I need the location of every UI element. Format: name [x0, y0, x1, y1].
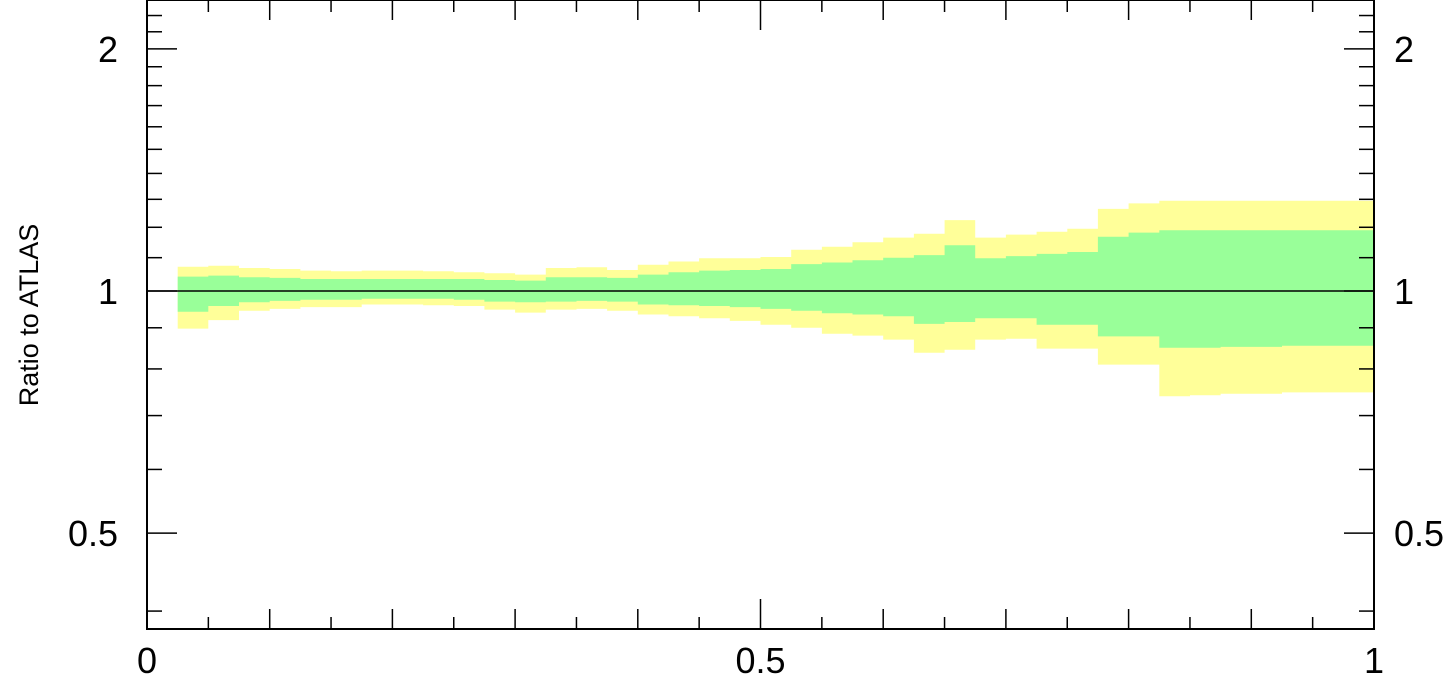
x-tick-label: 0	[137, 640, 157, 681]
y-tick-label-left: 2	[98, 29, 118, 70]
y-tick-label-right: 2	[1394, 29, 1414, 70]
y-tick-label-right: 0.5	[1394, 513, 1444, 554]
band-1	[177, 230, 1375, 348]
x-tick-label: 1	[1364, 640, 1384, 681]
uncertainty-bands	[177, 200, 1375, 397]
y-tick-label-right: 1	[1394, 271, 1414, 312]
y-tick-label-left: 0.5	[68, 513, 118, 554]
tick-labels: 0 0.5 1 0.5 1 2 1 2 0.5	[68, 29, 1444, 681]
axis-ticks	[146, 0, 1375, 629]
x-tick-label: 0.5	[735, 640, 785, 681]
y-axis-title: Ratio to ATLAS	[14, 224, 44, 407]
y-tick-label-left: 1	[98, 271, 118, 312]
